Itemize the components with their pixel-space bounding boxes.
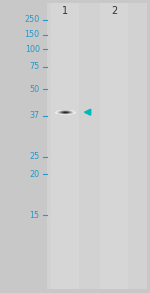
Text: 100: 100 [25, 45, 40, 54]
Bar [100, 3, 128, 289]
Text: 2: 2 [111, 6, 117, 16]
Text: 15: 15 [30, 211, 40, 220]
Text: 75: 75 [30, 62, 40, 71]
Text: 25: 25 [30, 152, 40, 161]
Text: 20: 20 [30, 170, 40, 179]
Text: 50: 50 [30, 85, 40, 94]
Bar [51, 3, 79, 289]
Text: 250: 250 [24, 16, 40, 24]
Bar [46, 3, 147, 289]
Text: 150: 150 [25, 30, 40, 39]
Text: 37: 37 [30, 111, 40, 120]
Text: 1: 1 [62, 6, 68, 16]
